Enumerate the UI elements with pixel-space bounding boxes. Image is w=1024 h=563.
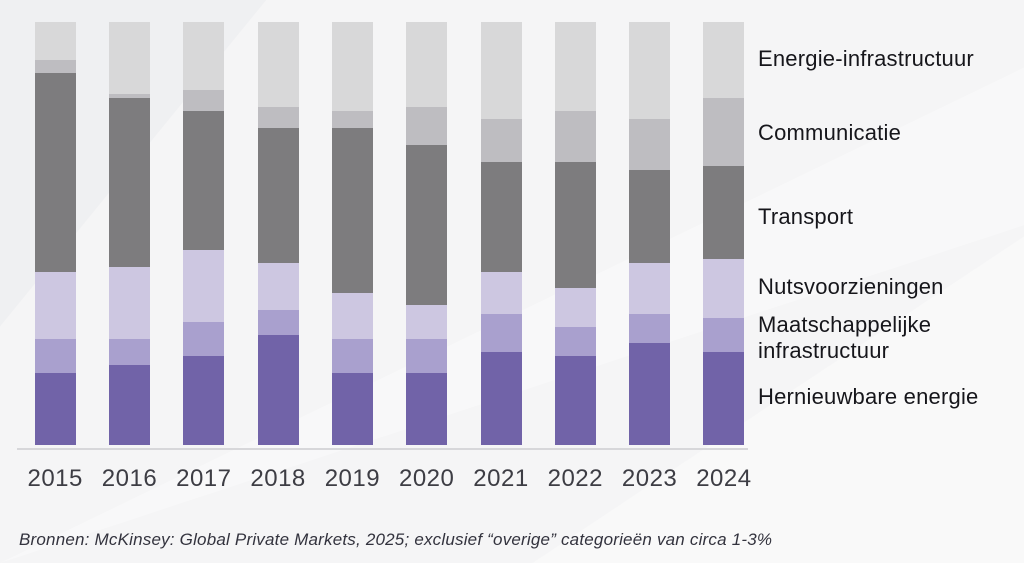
bar-column-2023 [629, 0, 671, 445]
bar-segment-hernieuwbare-energie [406, 373, 448, 445]
bar-segment-communicatie [331, 110, 373, 128]
bar-segment-transport [331, 127, 373, 293]
bar-segment-nutsvoorzieningen [331, 292, 373, 340]
bar-segment-energie-infrastructuur [257, 22, 299, 107]
bar-segment-nutsvoorzieningen [554, 288, 596, 327]
bar-segment-communicatie [480, 119, 522, 162]
bar-column-2015 [34, 0, 76, 445]
bar-segment-communicatie [703, 98, 745, 166]
bar-segment-communicatie [629, 119, 671, 171]
bar-segment-hernieuwbare-energie [554, 356, 596, 445]
bar-segment-hernieuwbare-energie [480, 351, 522, 445]
x-axis-label: 2017 [176, 465, 232, 492]
bar-segment-transport [703, 165, 745, 259]
bar-segment-energie-infrastructuur [629, 22, 671, 120]
legend-item-maatschappelijke-infrastructuur: Maatschappelijke infrastructuur [758, 312, 932, 363]
bar-segment-transport [406, 144, 448, 306]
x-axis-label: 2018 [250, 465, 306, 492]
bar-segment-maatschappelijke-infrastructuur [331, 339, 373, 374]
x-axis-line [17, 448, 748, 450]
bar-segment-nutsvoorzieningen [109, 267, 150, 340]
bar-segment-nutsvoorzieningen [183, 250, 225, 323]
x-axis-label: 2015 [27, 465, 83, 492]
bar-segment-maatschappelijke-infrastructuur [34, 339, 76, 374]
legend-item-transport: Transport [758, 204, 854, 229]
bar-segment-nutsvoorzieningen [703, 258, 745, 319]
bar-segment-transport [480, 161, 522, 272]
bar-segment-energie-infrastructuur [109, 22, 150, 94]
legend-item-energie-infrastructuur: Energie-infrastructuur [758, 46, 974, 71]
bar-segment-communicatie [34, 60, 76, 73]
legend-item-communicatie: Communicatie [758, 120, 902, 145]
bar-segment-transport [554, 161, 596, 289]
bar-column-2016 [109, 0, 150, 445]
bar-segment-energie-infrastructuur [554, 22, 596, 111]
source-note: Bronnen: McKinsey: Global Private Market… [19, 530, 773, 549]
bar-column-2017 [183, 0, 225, 445]
legend-item-hernieuwbare-energie: Hernieuwbare energie [758, 384, 979, 409]
bar-segment-maatschappelijke-infrastructuur [183, 322, 225, 357]
bar-segment-hernieuwbare-energie [109, 364, 150, 445]
bar-segment-transport [109, 98, 150, 268]
legend-item-nutsvoorzieningen: Nutsvoorzieningen [758, 274, 944, 299]
bar-segment-hernieuwbare-energie [183, 356, 225, 445]
bar-segment-energie-infrastructuur [480, 22, 522, 120]
bar-segment-communicatie [554, 110, 596, 162]
bar-segment-maatschappelijke-infrastructuur [703, 318, 745, 352]
x-axis-label: 2019 [324, 465, 381, 492]
x-axis-label: 2022 [547, 465, 603, 492]
bar-segment-hernieuwbare-energie [257, 335, 299, 445]
bar-segment-maatschappelijke-infrastructuur [554, 326, 596, 357]
bar-segment-nutsvoorzieningen [406, 305, 448, 340]
bar-segment-hernieuwbare-energie [331, 373, 373, 445]
bar-segment-transport [257, 127, 299, 264]
bar-column-2024 [703, 0, 745, 445]
bar-segment-transport [183, 110, 225, 251]
bar-segment-hernieuwbare-energie [703, 351, 745, 445]
bar-segment-maatschappelijke-infrastructuur [480, 313, 522, 352]
bar-segment-maatschappelijke-infrastructuur [629, 313, 671, 344]
bar-segment-nutsvoorzieningen [34, 271, 76, 340]
bar-segment-energie-infrastructuur [703, 22, 745, 99]
x-axis-label: 2024 [696, 465, 752, 492]
bar-column-2021 [480, 0, 522, 445]
bar-segment-energie-infrastructuur [183, 22, 225, 90]
x-axis-label: 2023 [621, 465, 678, 492]
x-axis-label: 2020 [398, 465, 455, 492]
bar-segment-energie-infrastructuur [34, 22, 76, 61]
bar-segment-communicatie [257, 106, 299, 128]
bar-segment-energie-infrastructuur [406, 22, 448, 107]
bar-segment-nutsvoorzieningen [629, 263, 671, 314]
x-axis-label: 2016 [101, 465, 158, 492]
bar-segment-maatschappelijke-infrastructuur [257, 309, 299, 335]
bar-segment-hernieuwbare-energie [34, 373, 76, 445]
bar-segment-communicatie [406, 106, 448, 145]
bar-segment-nutsvoorzieningen [257, 263, 299, 310]
bar-segment-maatschappelijke-infrastructuur [109, 339, 150, 365]
bar-segment-hernieuwbare-energie [629, 343, 671, 445]
bar-segment-communicatie [183, 89, 225, 111]
bar-segment-maatschappelijke-infrastructuur [406, 339, 448, 374]
bar-column-2018 [257, 0, 299, 445]
x-axis-label: 2021 [473, 465, 529, 492]
bar-segment-transport [34, 72, 76, 272]
bar-column-2020 [406, 0, 448, 445]
bar-segment-communicatie [109, 93, 150, 99]
bar-column-2019 [331, 0, 373, 445]
bar-column-2022 [554, 0, 596, 445]
bar-segment-transport [629, 170, 671, 264]
bar-segment-energie-infrastructuur [331, 22, 373, 111]
bar-segment-nutsvoorzieningen [480, 271, 522, 314]
